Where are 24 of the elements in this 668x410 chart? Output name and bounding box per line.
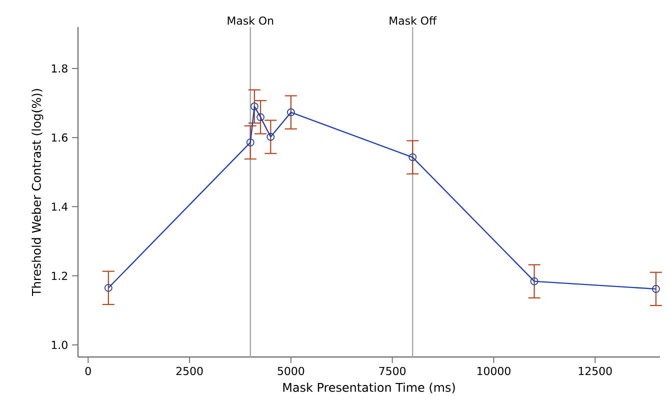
- point: [286, 108, 295, 116]
- point: [246, 138, 254, 146]
- point: [652, 284, 660, 293]
- y-tick-label: 1.2: [52, 272, 68, 280]
- ref-line-label: Mask On: [228, 16, 274, 25]
- point: [104, 284, 112, 292]
- x-axis-title: Mask Presentation Time (ms): [283, 382, 455, 394]
- x-tick-label: 12500: [578, 366, 612, 376]
- point: [530, 277, 538, 286]
- y-axis-title: Threshold Weber Contrast (log(%)): [32, 89, 44, 296]
- ref-line-label: Mask Off: [390, 16, 437, 25]
- x-tick-label: 7500: [379, 366, 406, 376]
- y-tick-label: 1.0: [52, 340, 68, 350]
- x-tick-label: 10000: [477, 366, 510, 376]
- point: [250, 102, 258, 110]
- y-tick-label: 1.8: [52, 64, 68, 73]
- y-tick-label: 1.6: [52, 133, 68, 142]
- x-tick-label: 2500: [176, 366, 203, 376]
- y-tick-label: 1.4: [52, 202, 68, 211]
- point: [256, 113, 264, 122]
- x-tick-label: 0: [85, 366, 91, 376]
- point: [408, 153, 417, 162]
- x-tick-label: 5000: [278, 366, 304, 376]
- point: [266, 132, 275, 141]
